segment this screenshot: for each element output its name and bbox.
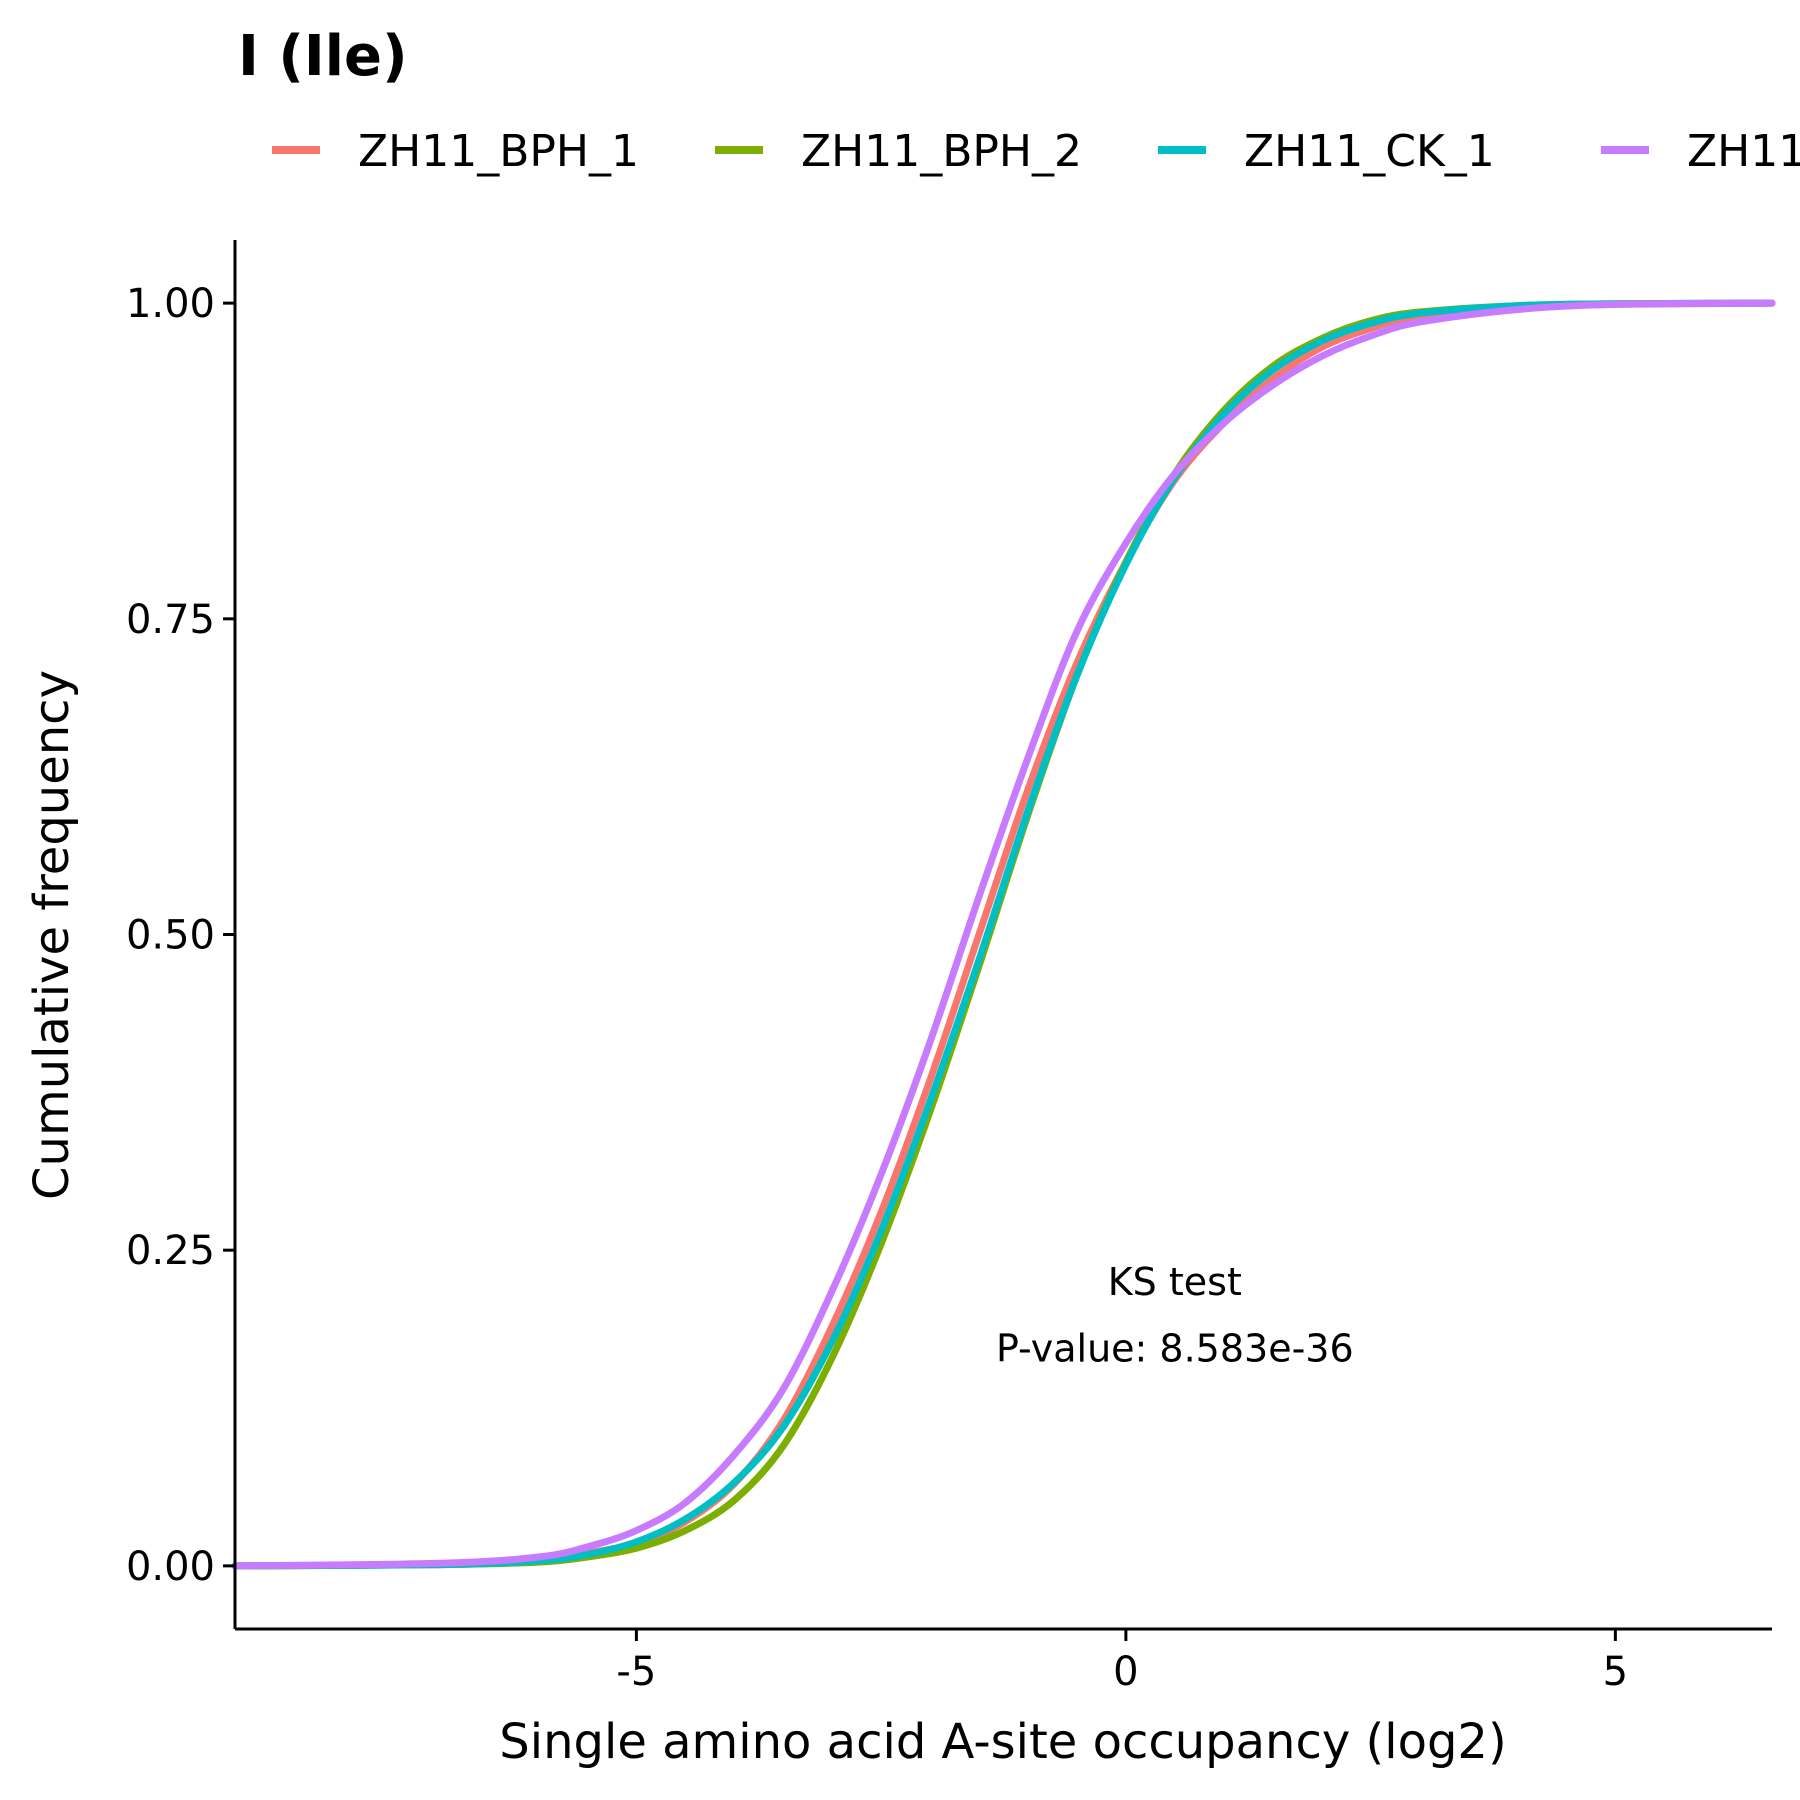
y-ticks: 0.00 0.25 0.50 0.75 1.00 [126, 281, 235, 1590]
legend-item-zh11-bph-2: ZH11_BPH_2 [715, 126, 1082, 177]
y-tick-label: 0.25 [126, 1228, 215, 1274]
x-tick-label: 0 [1113, 1649, 1138, 1695]
series-line-zh11-bph-1 [231, 299, 1776, 1570]
legend-label: ZH11_BPH_2 [801, 126, 1082, 177]
y-tick-label: 0.00 [126, 1544, 215, 1590]
ks-test-label: KS test [1108, 1260, 1242, 1304]
x-tick-label: -5 [616, 1649, 656, 1695]
plot-lines [231, 299, 1776, 1570]
legend-item-zh11-ck-1: ZH11_CK_1 [1158, 126, 1495, 177]
series-line-zh11-ck-1 [231, 299, 1776, 1570]
x-axis-title: Single amino acid A-site occupancy (log2… [499, 1714, 1506, 1770]
axes [233, 240, 1772, 1631]
legend-label: ZH11_BPH_1 [358, 126, 639, 177]
chart-title: I (Ile) [238, 24, 408, 89]
ks-pvalue-label: P-value: 8.583e-36 [996, 1327, 1354, 1371]
series-line-zh11-bph-2 [231, 299, 1776, 1570]
series-line-zh11-ck-2 [231, 299, 1776, 1570]
legend: ZH11_BPH_1 ZH11_BPH_2 ZH11_CK_1 ZH11_CK_2 [272, 126, 1800, 177]
legend-label: ZH11_CK_1 [1244, 126, 1495, 177]
y-tick-label: 0.75 [126, 597, 215, 643]
x-ticks: -5 0 5 [616, 1629, 1628, 1695]
legend-item-zh11-ck-2: ZH11_CK_2 [1601, 126, 1800, 177]
y-tick-label: 0.50 [126, 913, 215, 959]
legend-item-zh11-bph-1: ZH11_BPH_1 [272, 126, 639, 177]
y-axis-title: Cumulative frequency [24, 670, 80, 1200]
x-tick-label: 5 [1603, 1649, 1628, 1695]
legend-label: ZH11_CK_2 [1687, 126, 1800, 177]
y-tick-label: 1.00 [126, 281, 215, 327]
